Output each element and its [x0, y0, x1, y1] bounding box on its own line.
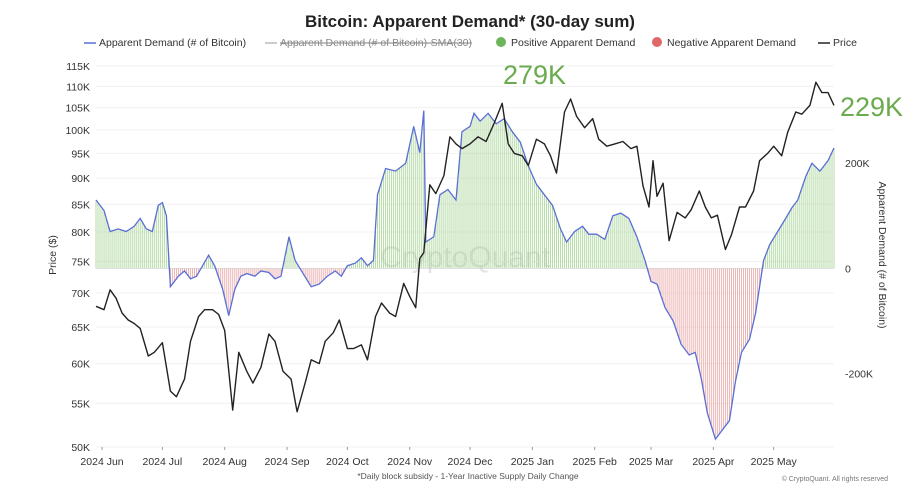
x-tick-label: 2025 May: [751, 456, 798, 468]
x-tick-label: 2024 Dec: [448, 456, 493, 468]
x-tick-label: 2024 Jun: [80, 456, 123, 468]
footnote: *Daily block subsidy - 1-Year Inactive S…: [357, 471, 579, 481]
left-tick-label: 90K: [71, 173, 90, 185]
annotation-label: 279K: [503, 60, 566, 90]
left-tick-label: 115K: [66, 61, 90, 73]
right-tick-label: 200K: [845, 158, 870, 170]
price-line: [95, 81, 835, 413]
left-tick-label: 95K: [71, 148, 90, 160]
left-tick-label: 70K: [71, 288, 90, 300]
x-tick-label: 2025 Jan: [511, 456, 554, 468]
demand-line: [95, 110, 835, 441]
annotation-label: 229K: [840, 92, 903, 122]
right-axis: 200K 0 -200K: [845, 158, 873, 380]
left-tick-label: 60K: [71, 359, 90, 371]
credit: © CryptoQuant. All rights reserved: [782, 475, 888, 483]
x-tick-label: 2024 Nov: [387, 456, 433, 468]
x-tick-label: 2024 Oct: [326, 456, 369, 468]
legend-label[interactable]: Positive Apparent Demand: [511, 37, 635, 49]
left-tick-label: 105K: [65, 103, 90, 115]
x-tick-label: 2025 Feb: [573, 456, 618, 468]
x-tick-label: 2025 Mar: [629, 456, 674, 468]
legend-label[interactable]: Apparent Demand (# of Bitcoin)-SMA(30): [280, 37, 472, 49]
legend-label[interactable]: Price: [833, 37, 857, 49]
y-axis-right-label: Apparent Demand (# of Bitcoin): [876, 181, 888, 328]
demand-area: [95, 110, 835, 441]
left-tick-label: 80K: [71, 227, 90, 239]
x-axis: 2024 Jun 2024 Jul 2024 Aug 2024 Sep 2024 Oct…: [80, 447, 797, 468]
left-tick-label: 50K: [71, 442, 90, 454]
chart-title: Bitcoin: Apparent Demand* (30-day sum): [305, 12, 635, 31]
legend-label[interactable]: Negative Apparent Demand: [667, 37, 796, 49]
left-tick-label: 100K: [65, 125, 90, 137]
left-tick-label: 55K: [71, 398, 90, 410]
right-tick-label: 0: [845, 263, 851, 275]
left-axis: 50K 55K 60K 65K 70K 75K 80K 85K 90K 95K 100K 105K 11…: [65, 61, 90, 454]
legend-dot: [496, 37, 506, 47]
legend-label[interactable]: Apparent Demand (# of Bitcoin): [99, 37, 246, 49]
x-tick-label: 2024 Sep: [265, 456, 310, 468]
left-tick-label: 75K: [71, 257, 90, 269]
legend-dot: [652, 37, 662, 47]
left-tick-label: 110K: [66, 81, 90, 93]
x-tick-label: 2024 Aug: [203, 456, 248, 468]
left-tick-label: 65K: [71, 322, 90, 334]
x-tick-label: 2025 Apr: [692, 456, 735, 468]
x-tick-label: 2024 Jul: [143, 456, 183, 468]
annotations: 279K 229K: [503, 60, 903, 122]
left-tick-label: 85K: [71, 199, 90, 211]
price-series: [95, 81, 835, 413]
legend: Apparent Demand (# of Bitcoin) Apparent D…: [84, 37, 857, 49]
y-axis-left-label: Price ($): [47, 235, 59, 275]
right-tick-label: -200K: [845, 368, 873, 380]
